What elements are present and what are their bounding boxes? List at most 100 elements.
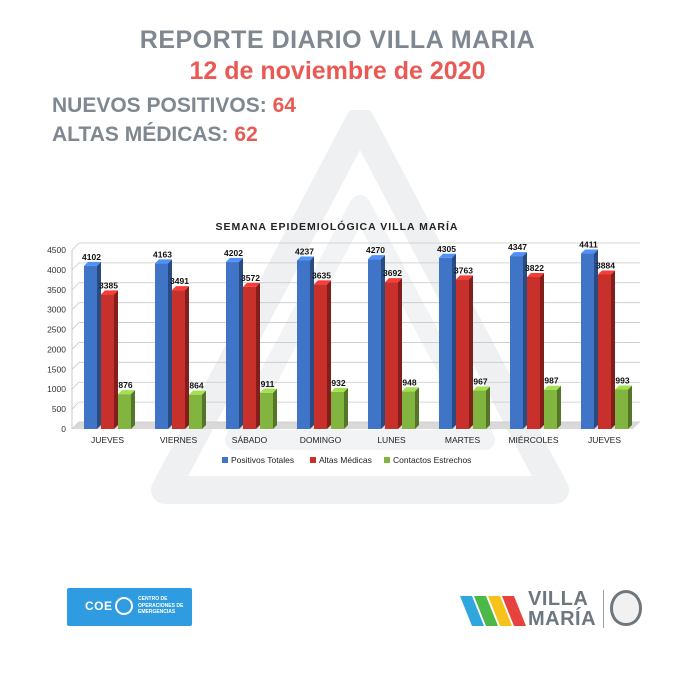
discharges-label: ALTAS MÉDICAS:: [52, 123, 229, 146]
legend-swatch: [310, 457, 316, 463]
data-label: 3692: [383, 268, 402, 278]
data-label: 4163: [153, 249, 172, 259]
x-tick-label: SÁBADO: [232, 435, 268, 445]
x-tick-label: MARTES: [445, 435, 481, 445]
bar-top: [385, 278, 402, 283]
gridline-depth: [71, 401, 80, 410]
data-label: 4270: [366, 245, 385, 255]
data-label: 4102: [82, 252, 101, 262]
gridline-depth: [71, 342, 80, 350]
bar-top: [172, 286, 189, 291]
bar-top: [243, 282, 260, 287]
data-label: 3635: [312, 270, 331, 280]
bar: [314, 284, 327, 429]
data-label: 987: [544, 376, 558, 386]
bar-side: [398, 278, 402, 429]
legend-swatch: [222, 457, 228, 463]
data-label: 932: [331, 378, 345, 388]
bar-top: [226, 257, 243, 262]
data-label: 948: [402, 377, 416, 387]
bar-top: [314, 280, 331, 285]
x-tick-label: JUEVES: [91, 435, 124, 445]
bar-side: [256, 282, 260, 429]
bar-side: [327, 280, 331, 429]
bar-side: [611, 270, 615, 429]
bar-top: [473, 386, 490, 391]
y-tick-label: 0: [61, 424, 66, 434]
bar: [297, 260, 310, 429]
bar: [527, 276, 540, 429]
gridline-depth: [71, 362, 80, 370]
bar-side: [557, 385, 561, 429]
y-tick-label: 2000: [47, 344, 66, 354]
data-label: 911: [261, 379, 275, 389]
villa-maria-logo-text: VILLA MARÍA: [528, 589, 596, 629]
bar: [473, 390, 486, 429]
data-label: 876: [118, 380, 132, 390]
bar-side: [131, 390, 135, 429]
discharges-value: 62: [234, 123, 258, 146]
bar-top: [84, 261, 101, 266]
coe-logo: COE CENTRO DE OPERACIONES DE EMERGENCIAS: [67, 588, 192, 626]
bar-side: [202, 390, 206, 429]
bar-top: [510, 252, 527, 257]
chart-floor: [72, 422, 640, 429]
bar-top: [402, 387, 419, 392]
report-title: REPORTE DIARIO VILLA MARIA: [139, 26, 536, 54]
legend-label: Positivos Totales: [231, 455, 294, 465]
bar-top: [439, 253, 456, 258]
gridline-depth: [71, 262, 80, 271]
bar: [402, 391, 415, 429]
data-label: 3822: [525, 263, 544, 273]
data-label: 967: [473, 377, 487, 387]
bar: [439, 257, 452, 429]
chart-title: SEMANA EPIDEMIOLÓGICA VILLA MARÍA: [216, 220, 459, 233]
report-date: 12 de noviembre de 2020: [189, 57, 486, 85]
bar-top: [260, 388, 277, 393]
y-tick-label: 1000: [47, 384, 66, 394]
gridline-depth: [71, 322, 80, 330]
bar: [101, 294, 114, 429]
data-label: 3884: [596, 261, 615, 271]
new-positive-stat: NUEVOS POSITIVOS: 64: [52, 94, 296, 118]
x-tick-label: VIERNES: [160, 435, 198, 445]
bar-top: [118, 390, 135, 395]
bar: [118, 394, 131, 429]
bar: [368, 259, 381, 429]
bar-top: [297, 256, 314, 261]
bar-top: [456, 275, 473, 280]
bar-side: [523, 252, 527, 429]
bar: [544, 389, 557, 429]
bar-side: [540, 272, 544, 429]
bar-top: [331, 387, 348, 392]
bar: [243, 286, 256, 429]
bar-side: [415, 387, 419, 429]
y-tick-label: 1500: [47, 364, 66, 374]
bar-side: [273, 388, 277, 429]
x-tick-label: MIÉRCOLES: [508, 435, 558, 445]
gridline-depth: [71, 242, 80, 251]
new-positive-value: 64: [272, 94, 296, 117]
bar-top: [368, 255, 385, 260]
bar-top: [544, 385, 561, 390]
data-label: 4237: [295, 246, 314, 256]
gridline-depth: [71, 302, 80, 310]
legend-label: Altas Médicas: [319, 455, 372, 465]
data-label: 864: [189, 381, 203, 391]
gridline-depth: [71, 421, 80, 430]
bar-side: [628, 385, 632, 429]
bar-side: [185, 286, 189, 429]
bar-side: [97, 261, 101, 429]
y-tick-label: 4000: [47, 265, 66, 275]
bar-side: [486, 386, 490, 429]
gridline-depth: [71, 282, 80, 291]
coe-logo-word: COE: [85, 599, 113, 613]
data-label: 4411: [579, 240, 598, 250]
logo-separator: [603, 590, 604, 628]
city-seal-icon: [610, 590, 642, 626]
bar: [456, 279, 469, 429]
data-label: 3385: [99, 280, 118, 290]
data-label: 4202: [224, 248, 243, 258]
weekly-bar-chart: SEMANA EPIDEMIOLÓGICA VILLA MARÍA 0 500 100…: [47, 220, 640, 465]
bar: [84, 265, 97, 429]
